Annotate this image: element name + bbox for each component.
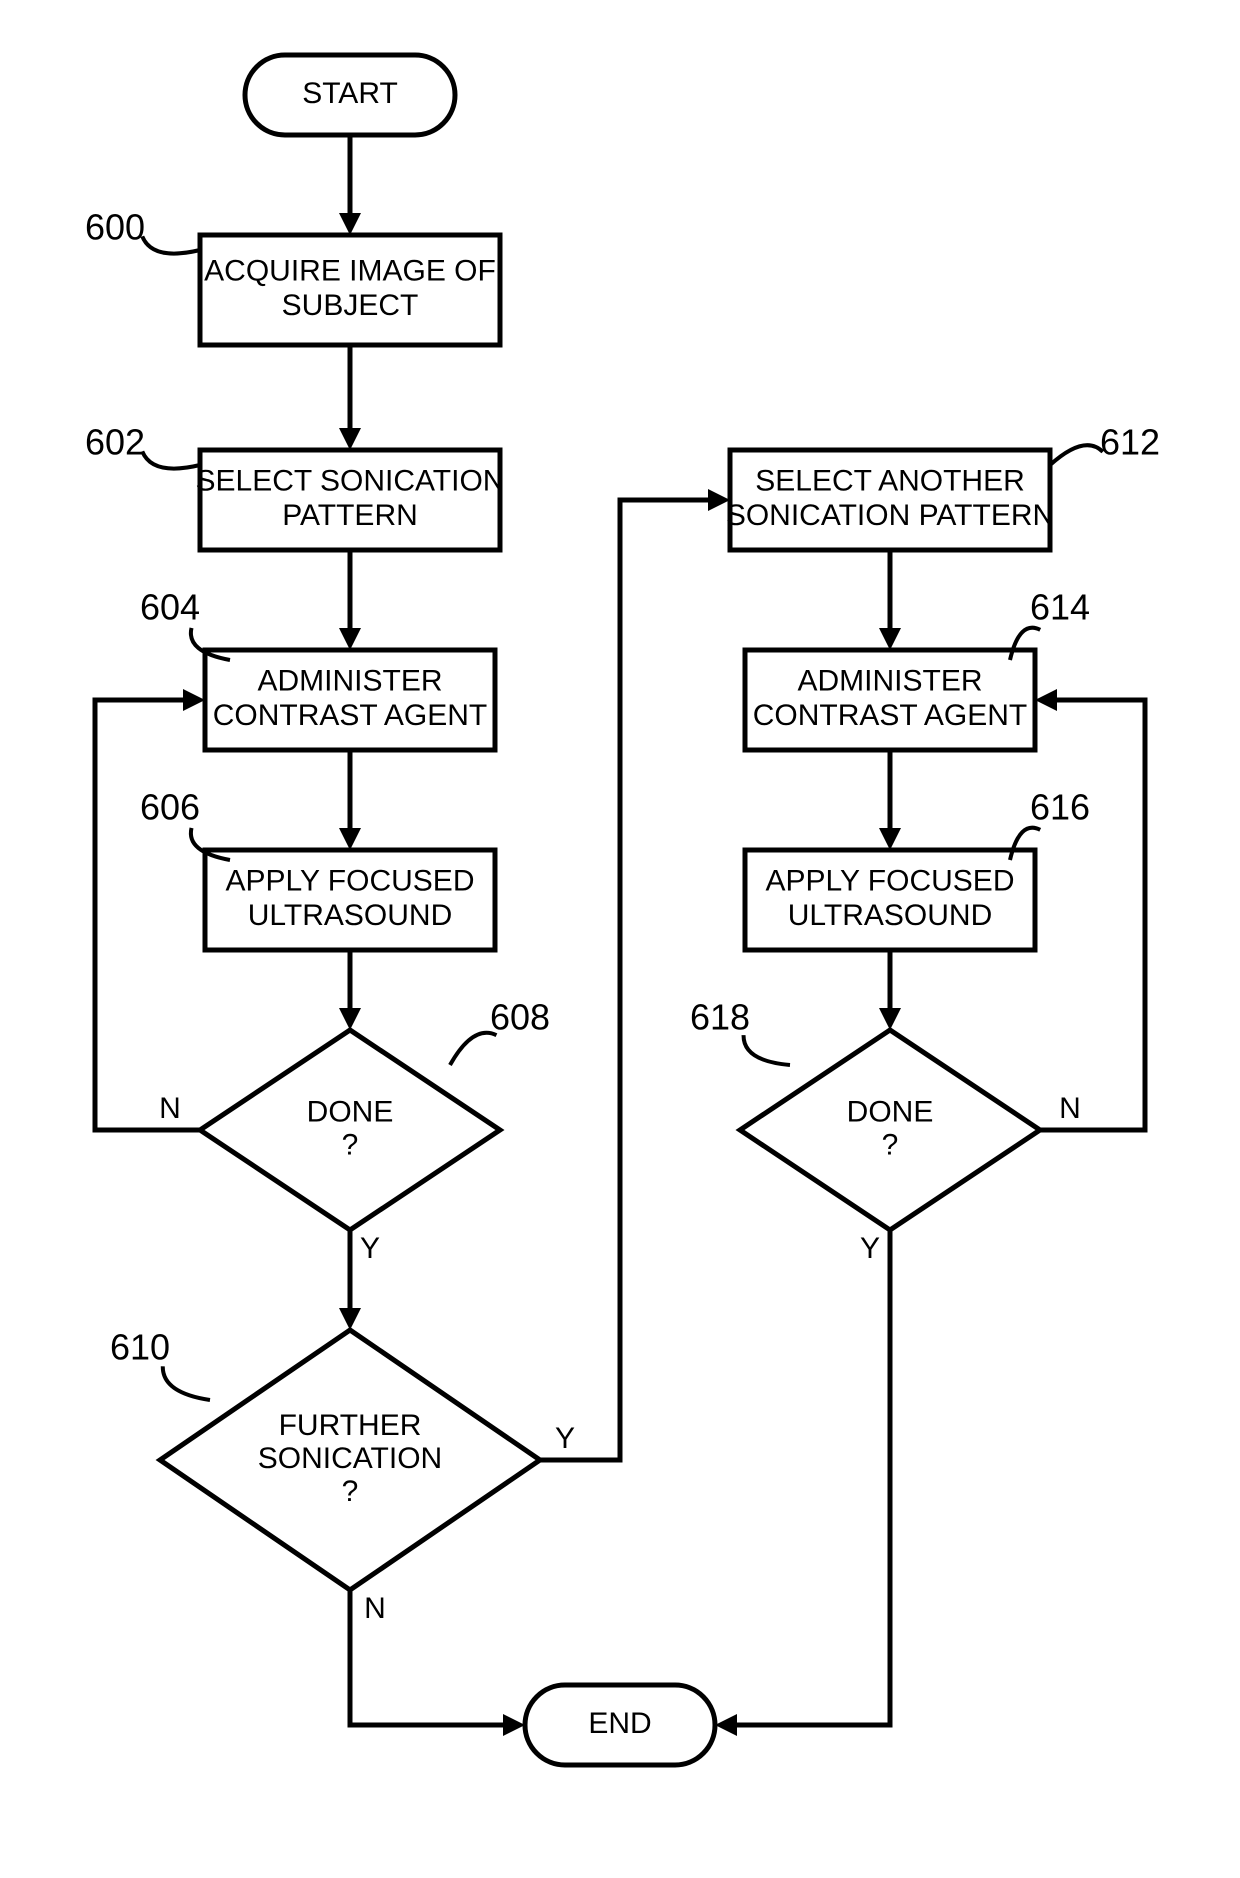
- callout-p606: 606: [140, 787, 200, 828]
- process-p602-line0: SELECT SONICATION: [196, 465, 505, 498]
- decision-d610-bottom-label: N: [364, 1592, 386, 1625]
- decision-d618-bottom-label: Y: [860, 1232, 880, 1265]
- process-p616-line1: ULTRASOUND: [788, 899, 992, 932]
- process-p604-line0: ADMINISTER: [257, 665, 442, 698]
- e-610Y-612: [540, 500, 708, 1460]
- process-p600-line1: SUBJECT: [282, 289, 419, 322]
- process-p606-line1: ULTRASOUND: [248, 899, 452, 932]
- process-p602-line1: PATTERN: [282, 499, 418, 532]
- callout-p614: 614: [1030, 587, 1090, 628]
- callout-d608: 608: [490, 997, 550, 1038]
- callout-leader-d610: [163, 1366, 210, 1400]
- decision-d608-line1: ?: [342, 1128, 359, 1161]
- terminator-start-label: START: [302, 77, 398, 110]
- callout-leader-p602: [142, 451, 200, 468]
- decision-d610-line2: ?: [342, 1475, 359, 1508]
- process-p600-line0: ACQUIRE IMAGE OF: [204, 255, 496, 288]
- decision-d618-right-label: N: [1059, 1092, 1081, 1125]
- e-608N-604: [95, 700, 200, 1130]
- decision-d610-right-label: Y: [555, 1422, 575, 1455]
- decision-d608-line0: DONE: [307, 1095, 394, 1128]
- process-p604-line1: CONTRAST AGENT: [213, 699, 487, 732]
- decision-d608-bottom-label: Y: [360, 1232, 380, 1265]
- decision-d610-line0: FURTHER: [279, 1409, 422, 1442]
- callout-p602: 602: [85, 422, 145, 463]
- callout-p612: 612: [1100, 422, 1160, 463]
- callout-leader-p600: [142, 236, 200, 253]
- callout-leader-p612: [1050, 445, 1103, 465]
- callout-leader-d618: [744, 1035, 790, 1065]
- e-618N-614: [1040, 700, 1145, 1130]
- decision-d610-line1: SONICATION: [258, 1442, 442, 1475]
- e-618Y-end: [737, 1230, 890, 1725]
- flowchart: START END ACQUIRE IMAGE OFSUBJECT 600 SELECT…: [0, 0, 1240, 1878]
- callout-p616: 616: [1030, 787, 1090, 828]
- callout-d610: 610: [110, 1327, 170, 1368]
- process-p612-line1: SONICATION PATTERN: [726, 499, 1054, 532]
- decision-d618-line0: DONE: [847, 1095, 934, 1128]
- callout-d618: 618: [690, 997, 750, 1038]
- process-p614-line1: CONTRAST AGENT: [753, 699, 1027, 732]
- process-p606-line0: APPLY FOCUSED: [226, 865, 475, 898]
- callout-leader-d608: [450, 1033, 496, 1065]
- decision-d608-left-label: N: [159, 1092, 181, 1125]
- process-p614-line0: ADMINISTER: [797, 665, 982, 698]
- callout-p600: 600: [85, 207, 145, 248]
- process-p612-line0: SELECT ANOTHER: [755, 465, 1025, 498]
- decision-d618-line1: ?: [882, 1128, 899, 1161]
- terminator-end-label: END: [588, 1707, 651, 1740]
- process-p616-line0: APPLY FOCUSED: [766, 865, 1015, 898]
- callout-p604: 604: [140, 587, 200, 628]
